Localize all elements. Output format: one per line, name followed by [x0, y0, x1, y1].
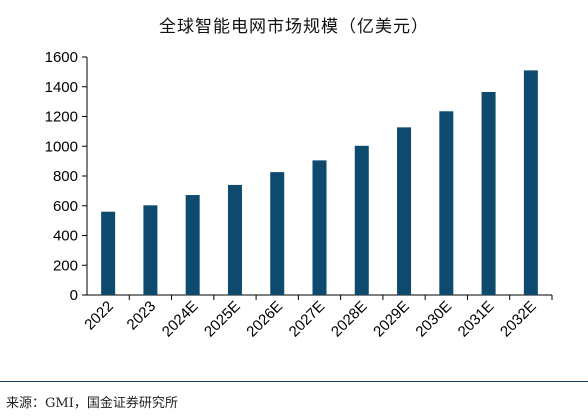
x-axis: 2022 2023 2024E 2025E 2026E 2027E 2028E 2029E 20…: [81, 294, 553, 341]
source-note: 来源：GMI，国金证券研究所: [6, 396, 178, 411]
bar-2022: [101, 211, 116, 295]
x-tick-label-2023: 2023: [124, 298, 160, 334]
source-divider: [0, 381, 588, 382]
bar-2026E: [270, 172, 285, 295]
chart-title: 全球智能电网市场规模（亿美元）: [159, 17, 429, 37]
y-tick-label: 600: [53, 198, 78, 215]
x-tick-label-2025E: 2025E: [201, 298, 244, 341]
y-tick-label: 1600: [45, 49, 78, 66]
bar-2025E: [227, 184, 242, 295]
bar-2029E: [397, 127, 412, 295]
y-axis: 0 200 400 600 800 1000 1200 1400 1600: [45, 49, 88, 304]
x-tick-label-2027E: 2027E: [286, 298, 329, 341]
x-tick-label-2026E: 2026E: [243, 298, 286, 341]
y-tick-label: 400: [53, 228, 78, 245]
x-tick-label-2022: 2022: [81, 298, 117, 334]
y-tick-label: 1200: [45, 109, 78, 126]
x-tick-label-2029E: 2029E: [370, 298, 413, 341]
bar-2023: [143, 205, 158, 295]
bar-2028E: [354, 145, 369, 295]
y-tick-label: 800: [53, 168, 78, 185]
x-tick-label-2028E: 2028E: [328, 298, 371, 341]
y-tick-label: 1400: [45, 79, 78, 96]
x-tick-label-2030E: 2030E: [412, 298, 455, 341]
y-tick-label: 1000: [45, 138, 78, 155]
bar-2032E: [523, 70, 538, 295]
y-tick-label: 0: [70, 287, 78, 304]
bar-2027E: [312, 160, 327, 295]
x-tick-label-2031E: 2031E: [455, 298, 498, 341]
bars: [101, 70, 538, 296]
x-tick-label-2024E: 2024E: [159, 298, 202, 341]
bar-2031E: [481, 91, 496, 296]
x-tick-label-2032E: 2032E: [497, 298, 540, 341]
y-tick-label: 200: [53, 257, 78, 274]
bar-2030E: [439, 111, 454, 295]
bar-2024E: [185, 195, 200, 295]
